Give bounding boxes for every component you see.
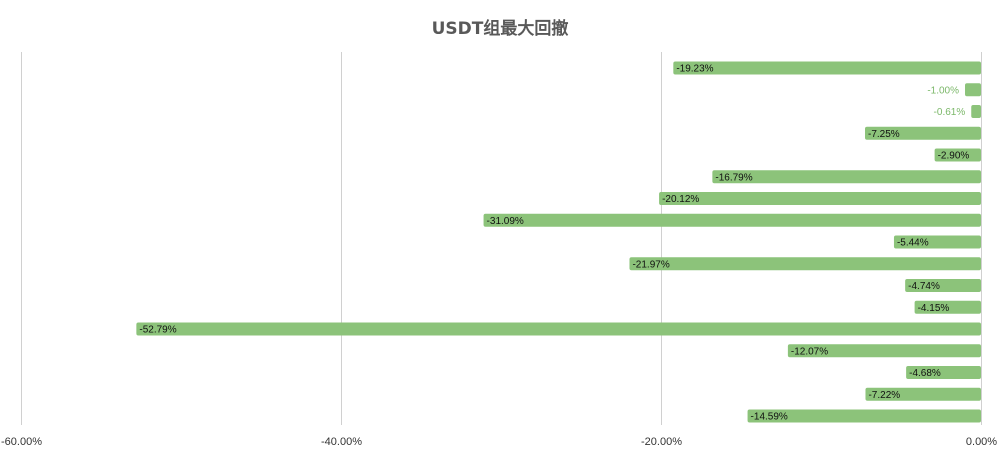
x-tick-label: -60.00%	[1, 436, 42, 448]
x-axis: -60.00% -40.00% -20.00% 0.00%	[1, 436, 997, 448]
data-label: -7.25%	[868, 129, 900, 140]
data-label: -20.12%	[662, 194, 699, 205]
bar	[659, 192, 981, 205]
bar	[483, 213, 981, 227]
data-label: -19.23%	[676, 64, 713, 75]
bars	[136, 61, 982, 423]
bar	[787, 344, 981, 358]
bar	[629, 257, 981, 271]
bar	[906, 366, 981, 379]
bar	[865, 387, 981, 401]
data-label: -1.00%	[927, 85, 959, 96]
data-label: -5.44%	[897, 238, 929, 249]
bar	[747, 409, 981, 423]
data-label: -4.74%	[908, 281, 940, 292]
bar	[865, 126, 981, 140]
data-label: -2.90%	[938, 151, 970, 162]
bar-labels: -19.23% -1.00% -0.61% -7.25% -2.90% -16.79% -2…	[139, 64, 969, 423]
bar	[673, 61, 981, 75]
bar	[914, 300, 981, 314]
bar	[712, 170, 981, 184]
grid-lines	[21, 52, 982, 425]
data-label: -7.22%	[868, 390, 900, 401]
data-label: -4.68%	[909, 368, 941, 379]
data-label: -4.15%	[918, 303, 950, 314]
data-label: -16.79%	[715, 172, 752, 183]
data-label: -12.07%	[791, 346, 828, 357]
x-tick-label: -20.00%	[641, 436, 682, 448]
data-label: -0.61%	[934, 107, 966, 118]
x-tick-label: 0.00%	[966, 436, 997, 448]
data-label: -52.79%	[139, 325, 176, 336]
data-label: -31.09%	[487, 216, 524, 227]
data-label: -14.59%	[751, 412, 788, 423]
bar	[934, 148, 981, 162]
bar	[136, 322, 982, 336]
x-tick-label: -40.00%	[321, 436, 362, 448]
bar	[965, 83, 981, 97]
bar	[893, 235, 981, 249]
chart-title: USDT组最大回撤	[431, 19, 569, 39]
bar	[905, 279, 981, 292]
bar	[971, 105, 981, 118]
data-label: -21.97%	[632, 259, 669, 270]
